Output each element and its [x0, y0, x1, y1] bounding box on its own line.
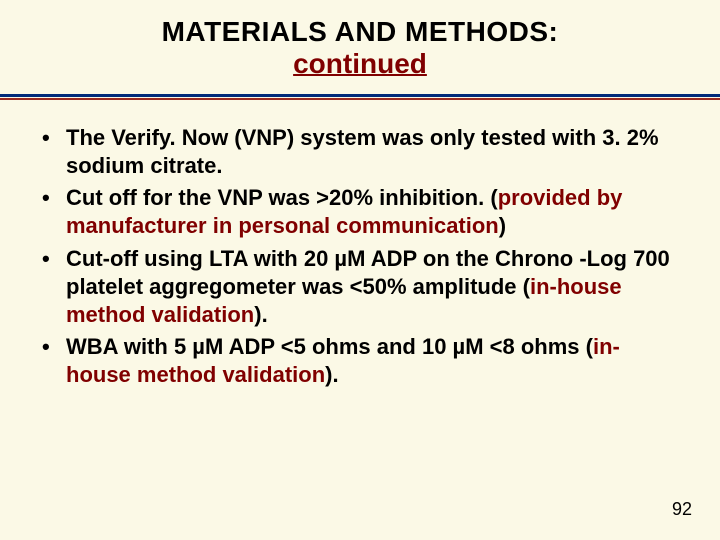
bullet-run: The Verify. Now (VNP) system was only te… — [66, 125, 659, 178]
bullet-list: The Verify. Now (VNP) system was only te… — [36, 124, 684, 389]
bullet-item: Cut off for the VNP was >20% inhibition.… — [36, 184, 684, 240]
title-line1: MATERIALS AND METHODS: — [20, 16, 700, 48]
bullet-run: ) — [499, 213, 506, 238]
page-number: 92 — [672, 499, 692, 520]
title-line2: continued — [20, 48, 700, 80]
bullet-run: WBA with 5 µM ADP <5 ohms and 10 µM <8 o… — [66, 334, 593, 359]
bullet-run: Cut off for the VNP was >20% inhibition.… — [66, 185, 498, 210]
title-rule-top — [0, 94, 720, 97]
slide: MATERIALS AND METHODS: continued The Ver… — [0, 0, 720, 540]
bullet-run: ). — [325, 362, 338, 387]
bullet-item: The Verify. Now (VNP) system was only te… — [36, 124, 684, 180]
body-area: The Verify. Now (VNP) system was only te… — [0, 100, 720, 389]
bullet-item: Cut-off using LTA with 20 µM ADP on the … — [36, 245, 684, 329]
title-block: MATERIALS AND METHODS: continued — [0, 0, 720, 88]
bullet-item: WBA with 5 µM ADP <5 ohms and 10 µM <8 o… — [36, 333, 684, 389]
bullet-run: ). — [254, 302, 267, 327]
